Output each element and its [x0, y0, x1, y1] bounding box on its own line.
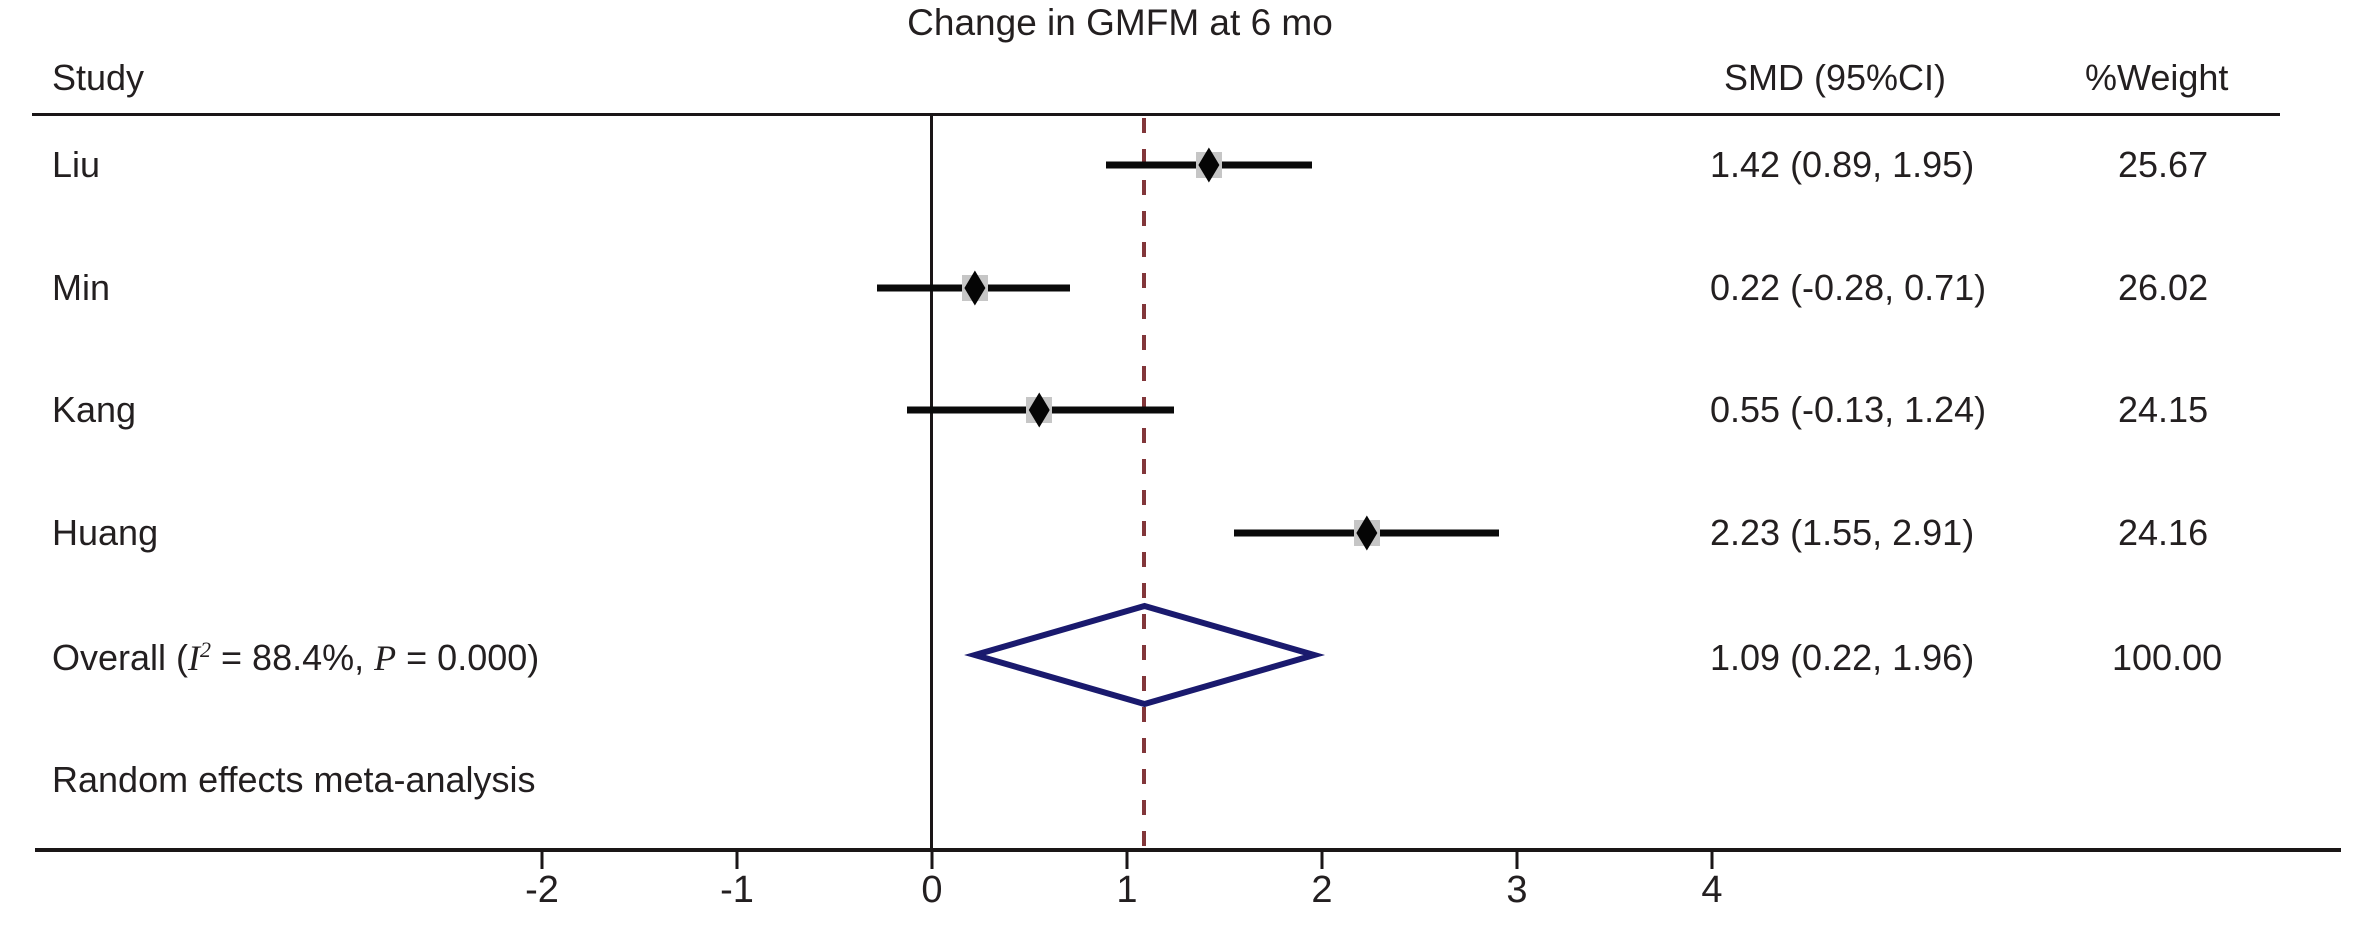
study-label-huang: Huang — [52, 512, 159, 553]
x-axis-tick-label-0: 0 — [921, 869, 943, 911]
x-axis-tick-2 — [1320, 852, 1324, 869]
x-axis-tick-1 — [1125, 852, 1129, 869]
overall-smd-value: 1.09 (0.22, 1.96) — [1710, 637, 1975, 678]
x-axis-tick-label-3: 3 — [1506, 869, 1528, 911]
point-estimate-huang — [1356, 515, 1378, 551]
overall-label-post: = 0.000) — [396, 637, 540, 678]
x-axis-tick-0 — [930, 852, 934, 869]
x-axis-tick-3 — [1515, 852, 1519, 869]
weight-value-liu: 25.67 — [2118, 144, 2209, 185]
x-axis-tick-label-1: 1 — [1116, 869, 1138, 911]
column-header-weight: %Weight — [2085, 57, 2229, 98]
model-footnote: Random effects meta-analysis — [52, 759, 536, 800]
x-axis-tick--1 — [735, 852, 739, 869]
study-label-liu: Liu — [52, 144, 101, 185]
smd-value-min: 0.22 (-0.28, 0.71) — [1710, 267, 1987, 308]
column-header-smd: SMD (95%CI) — [1724, 57, 1947, 98]
point-estimate-liu — [1198, 147, 1220, 183]
overall-label-p: P — [374, 638, 397, 678]
overall-label-mid: = 88.4%, — [211, 637, 375, 678]
x-axis-tick-label-2: 2 — [1311, 869, 1333, 911]
study-label-min: Min — [52, 267, 111, 308]
overall-label-pre: Overall ( — [52, 637, 189, 678]
x-axis-tick-label--2: -2 — [525, 869, 559, 911]
x-axis-tick-label-4: 4 — [1701, 869, 1723, 911]
smd-value-liu: 1.42 (0.89, 1.95) — [1710, 144, 1975, 185]
x-axis-tick-label--1: -1 — [720, 869, 754, 911]
x-axis-line — [35, 848, 2341, 852]
smd-value-kang: 0.55 (-0.13, 1.24) — [1710, 389, 1987, 430]
null-effect-line — [930, 115, 933, 851]
weight-value-kang: 24.15 — [2118, 389, 2209, 430]
point-estimate-min — [964, 270, 986, 306]
x-axis-tick-4 — [1710, 852, 1714, 869]
weight-value-huang: 24.16 — [2118, 512, 2209, 553]
weight-value-min: 26.02 — [2118, 267, 2209, 308]
study-label-kang: Kang — [52, 389, 137, 430]
chart-title: Change in GMFM at 6 mo — [907, 2, 1333, 43]
overall-label-i2: I2 — [188, 637, 212, 678]
overall-row-label: Overall (I2 = 88.4%, P = 0.000) — [52, 637, 539, 679]
overall-weight-value: 100.00 — [2112, 637, 2223, 678]
column-header-study: Study — [52, 57, 145, 98]
header-separator-line — [32, 113, 2280, 116]
point-estimate-kang — [1028, 392, 1050, 428]
overall-effect-dashed-line — [1142, 118, 1146, 850]
x-axis-tick--2 — [540, 852, 544, 869]
smd-value-huang: 2.23 (1.55, 2.91) — [1710, 512, 1975, 553]
